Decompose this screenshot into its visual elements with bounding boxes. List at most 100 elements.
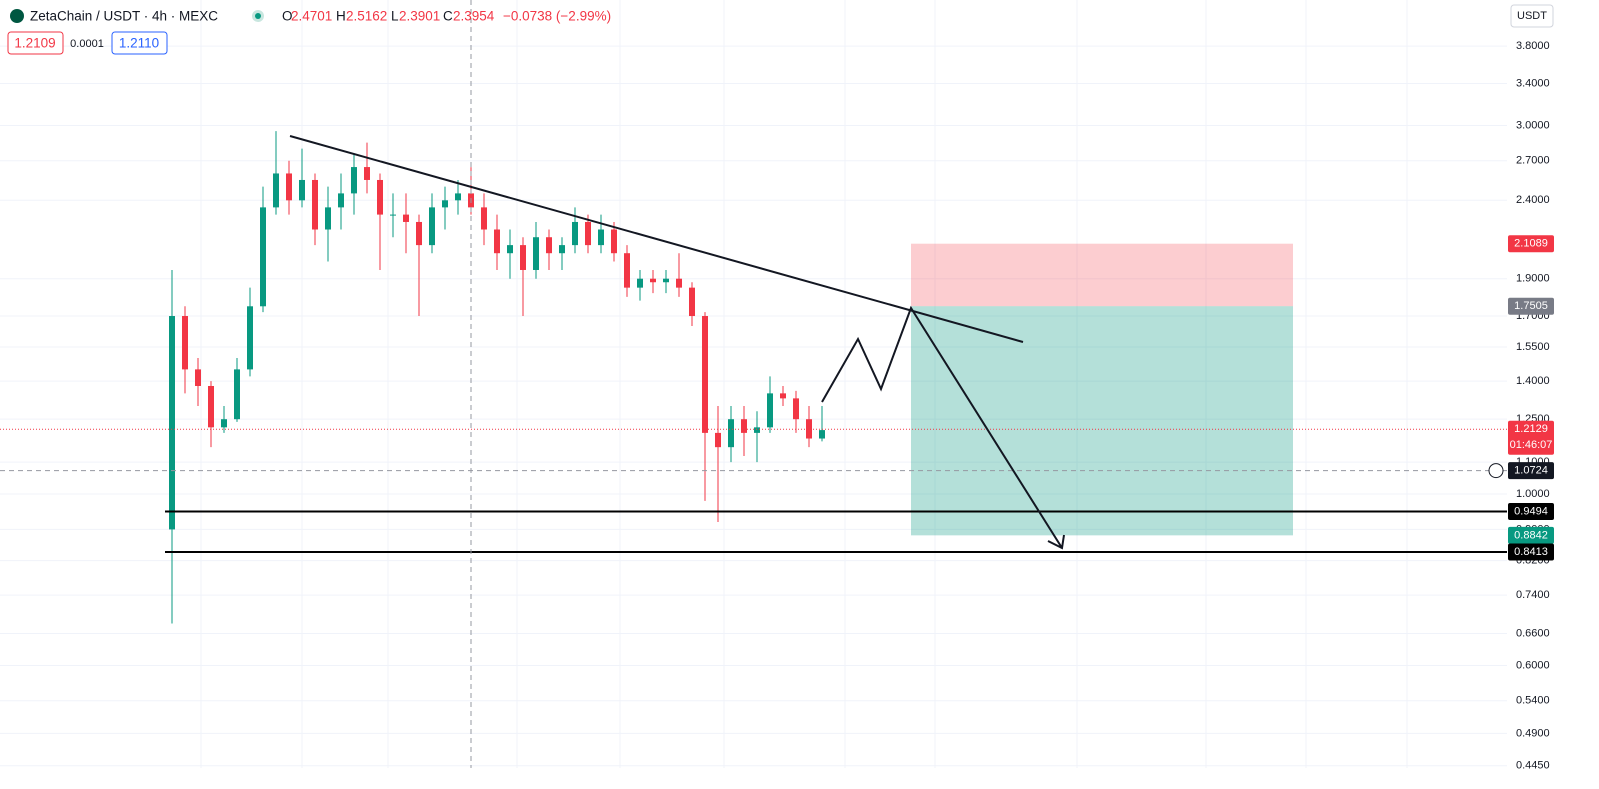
y-tick-label: 0.6000 bbox=[1516, 659, 1550, 671]
candle-body bbox=[702, 316, 708, 433]
sell-button[interactable] bbox=[7, 31, 64, 55]
candle-body bbox=[598, 229, 604, 246]
candle-body bbox=[247, 306, 253, 370]
legend: ZetaChain / USDT · 4h · MEXC O 2.4701 H … bbox=[7, 9, 611, 55]
price-axis bbox=[1507, 0, 1599, 784]
candle-body bbox=[325, 207, 331, 230]
candle-body bbox=[429, 207, 435, 246]
candle-body bbox=[169, 316, 175, 530]
candle-body bbox=[494, 229, 500, 254]
l-value: 2.3901 bbox=[399, 9, 440, 24]
candle-body bbox=[572, 221, 578, 246]
o-label: O bbox=[282, 9, 293, 24]
level-tag-bg bbox=[1508, 502, 1554, 520]
candle-body bbox=[559, 245, 565, 254]
current-price-tag-bg bbox=[1508, 420, 1554, 455]
change: −0.0738 (−2.99%) bbox=[503, 9, 611, 24]
candle-body bbox=[715, 432, 721, 448]
candle-body bbox=[533, 237, 539, 270]
level-tag: 0.8413 bbox=[1514, 546, 1548, 558]
level-tag: 0.9494 bbox=[1514, 505, 1548, 517]
target-zone bbox=[911, 306, 1293, 536]
candle-body bbox=[403, 214, 409, 222]
currency: USDT bbox=[1517, 10, 1547, 22]
candle-body bbox=[507, 245, 513, 254]
h-label: H bbox=[336, 9, 346, 24]
drawings bbox=[289, 135, 1065, 550]
candle-body bbox=[182, 316, 188, 370]
candle-body bbox=[676, 278, 682, 288]
symbol: ZetaChain / USDT · 4h · MEXC bbox=[30, 9, 218, 24]
o-value: 2.4701 bbox=[291, 9, 332, 24]
c-label: C bbox=[443, 9, 453, 24]
stop-zone bbox=[911, 243, 1293, 307]
crosshair-tag: 1.0724 bbox=[1514, 465, 1548, 477]
y-tick-label: 1.0000 bbox=[1516, 488, 1550, 500]
currency-button[interactable] bbox=[1510, 4, 1554, 28]
y-tick-label: 3.0000 bbox=[1516, 119, 1550, 131]
zigzag-projection bbox=[821, 305, 1063, 549]
candle-body bbox=[754, 427, 760, 433]
candle-body bbox=[767, 393, 773, 428]
status-dot-core bbox=[255, 13, 261, 19]
y-tick-label: 0.6600 bbox=[1516, 627, 1550, 639]
trendline bbox=[289, 135, 1024, 343]
candle-body bbox=[338, 193, 344, 208]
candle-body bbox=[481, 207, 487, 230]
y-tick-label: 1.5500 bbox=[1516, 341, 1550, 353]
candle-body bbox=[221, 419, 227, 428]
candle-body bbox=[793, 398, 799, 420]
y-tick-label: 2.7000 bbox=[1516, 155, 1550, 167]
arrow-head bbox=[1047, 534, 1065, 550]
candle-body bbox=[780, 393, 786, 399]
h-value: 2.5162 bbox=[346, 9, 387, 24]
candle-body bbox=[312, 179, 318, 230]
candle-body bbox=[624, 253, 630, 288]
candle-body bbox=[286, 173, 292, 201]
y-tick-label: 0.4900 bbox=[1516, 727, 1550, 739]
target-tag: 0.8842 bbox=[1514, 529, 1548, 541]
stop-tag-bg bbox=[1508, 235, 1554, 253]
candle-body bbox=[416, 221, 422, 246]
buy-button[interactable] bbox=[111, 31, 168, 55]
candle-body bbox=[208, 385, 214, 428]
countdown: 01:46:07 bbox=[1510, 439, 1553, 451]
candle-body bbox=[689, 287, 695, 317]
logo bbox=[10, 9, 24, 23]
candle-body bbox=[650, 278, 656, 283]
y-tick-label: 1.9000 bbox=[1516, 273, 1550, 285]
ask: 1.2110 bbox=[119, 36, 159, 51]
candle-body bbox=[377, 179, 383, 215]
spread: 0.0001 bbox=[70, 38, 104, 50]
candle-body bbox=[195, 369, 201, 386]
candle-body bbox=[520, 245, 526, 270]
candle-body bbox=[806, 419, 812, 439]
vertical-grid bbox=[200, 0, 1408, 768]
candle-body bbox=[663, 278, 669, 283]
candle-body bbox=[728, 419, 734, 448]
candle-body bbox=[546, 237, 552, 254]
candle-body bbox=[741, 419, 747, 433]
add-button bbox=[1488, 463, 1504, 479]
entry-tag-bg bbox=[1508, 297, 1554, 315]
y-tick-label: 0.7400 bbox=[1516, 589, 1550, 601]
candle-body bbox=[637, 278, 643, 288]
candle-body bbox=[442, 200, 448, 208]
candle-body bbox=[351, 167, 357, 194]
candle-body bbox=[273, 173, 279, 208]
c-value: 2.3954 bbox=[453, 9, 495, 24]
y-tick-label: 2.4000 bbox=[1516, 194, 1550, 206]
y-tick-label: 0.5400 bbox=[1516, 695, 1550, 707]
stop-tag: 2.1089 bbox=[1514, 238, 1548, 250]
candle-body bbox=[234, 369, 240, 420]
entry-tag: 1.7505 bbox=[1514, 300, 1548, 312]
crosshair-tag-bg bbox=[1508, 462, 1554, 480]
current-price-tag: 1.2129 bbox=[1514, 423, 1548, 435]
candle-body bbox=[611, 229, 617, 254]
target-tag-bg bbox=[1508, 526, 1554, 544]
l-label: L bbox=[391, 9, 399, 24]
y-tick-label: 1.4000 bbox=[1516, 375, 1550, 387]
candle-body bbox=[364, 167, 370, 180]
